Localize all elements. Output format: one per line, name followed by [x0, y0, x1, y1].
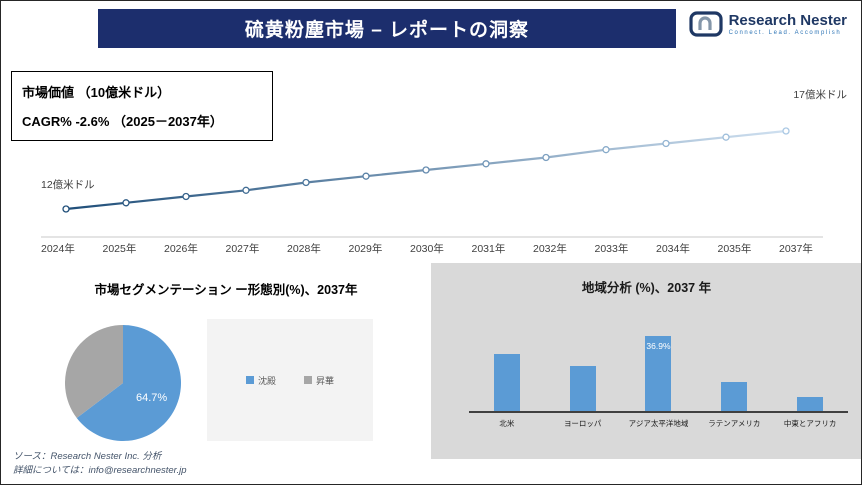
- bar-col: [469, 299, 545, 411]
- source-line: ソース：Research Nester Inc. 分析: [13, 451, 162, 462]
- bar-col: [545, 299, 621, 411]
- bar-category-label: 北米: [499, 419, 515, 428]
- contact-line: 詳細については：info@researchnester.jp: [13, 465, 187, 476]
- x-axis-label: 2025年: [102, 243, 137, 255]
- x-axis-label: 2034年: [656, 243, 690, 255]
- cagr-label: CAGR% -2.6% （2025－2037年）: [22, 114, 223, 129]
- end-value-annotation: 17億米ドル: [793, 89, 847, 101]
- pie-data-label: 64.7%: [136, 392, 167, 404]
- legend-swatch-sublimed: [304, 376, 312, 384]
- data-point-2029年: [362, 172, 370, 180]
- segmentation-pie-chart: 64.7%: [65, 325, 182, 441]
- page-title: 硫黄粉塵市場 – レポートの洞察: [244, 20, 530, 41]
- segmentation-title: 市場セグメンテーション ー形態別(%)、2037年: [94, 283, 358, 297]
- bar-中東とアフリカ: [797, 397, 824, 411]
- x-axis-label: 2035年: [717, 243, 752, 255]
- research-nester-logo: Research Nester Connect. Lead. Accomplis…: [688, 11, 847, 37]
- legend-item-sublimed: 昇華: [304, 374, 334, 387]
- x-axis-label: 2032年: [533, 243, 567, 255]
- logo-tagline: Connect. Lead. Accomplish: [728, 29, 842, 36]
- x-axis-label: 2033年: [594, 243, 629, 255]
- x-axis-label: 2024年: [41, 243, 75, 255]
- bar-category-label: 中東とアフリカ: [783, 419, 837, 428]
- bar-axis-line: [469, 411, 848, 413]
- data-point-2026年: [182, 192, 190, 201]
- bar-data-label: 36.9%: [646, 341, 671, 351]
- data-point-2027年: [242, 186, 250, 194]
- bar-categories: 北米 ヨーロッパ アジア太平洋地域 ラテンアメリカ 中東とアフリカ: [469, 413, 848, 429]
- market-trend-line-chart: [41, 127, 823, 238]
- regional-analysis-panel: 地域分析 (%)、2037 年 36.9% 北米 ヨーロッパ アジア太平洋地域 ラテン…: [431, 263, 861, 459]
- x-axis-label: 2027年: [225, 243, 260, 255]
- data-point-2035年: [722, 133, 730, 141]
- data-point-2037年: [782, 127, 790, 135]
- bar-アジア太平洋地域: 36.9%: [645, 336, 672, 411]
- source-note: ソース：Research Nester Inc. 分析 詳細については：info…: [13, 450, 187, 478]
- bar-col: 36.9%: [621, 299, 697, 411]
- bar-ヨーロッパ: [569, 366, 596, 411]
- legend-label-sublimed: 昇華: [316, 375, 335, 386]
- pie-slice-沈殿: [76, 325, 182, 441]
- bar-ラテンアメリカ: [721, 382, 748, 411]
- research-nester-logo-icon: [688, 11, 723, 37]
- line-x-axis: 2024年 2025年 2026年 2027年 2028年 2029年 2030年 2031年…: [41, 241, 813, 256]
- bar-category-label: ヨーロッパ: [563, 419, 602, 428]
- data-point-2028年: [302, 178, 310, 187]
- legend-swatch-precipitated: [245, 376, 254, 384]
- bar-category-label: ラテンアメリカ: [708, 419, 761, 428]
- legend-item-precipitated: 沈殿: [245, 374, 276, 387]
- market-value-info-box: 市場価値 （10億米ドル） CAGR% -2.6% （2025－2037年）: [11, 71, 273, 141]
- pie-slice-昇華: [65, 325, 123, 418]
- data-point-2024年: [62, 205, 70, 213]
- x-axis-label: 2026年: [164, 243, 198, 255]
- regional-analysis-title: 地域分析 (%)、2037 年: [581, 281, 712, 295]
- bar-北米: [493, 354, 520, 411]
- data-point-2033年: [602, 146, 610, 154]
- bar-col: [696, 299, 772, 411]
- market-value-label: 市場価値 （10億米ドル）: [22, 85, 171, 100]
- legend-label-precipitated: 沈殿: [257, 375, 276, 386]
- x-axis-label: 2030年: [410, 243, 444, 255]
- logo-text: Research Nester Connect. Lead. Accomplis…: [729, 13, 847, 36]
- title-banner: 硫黄粉塵市場 – レポートの洞察: [98, 9, 676, 48]
- logo-brand: Research Nester: [728, 11, 847, 29]
- x-axis-label: 2028年: [287, 243, 321, 255]
- x-axis-label: 2037年: [779, 243, 813, 255]
- data-point-2025年: [122, 199, 130, 207]
- bar-series: 36.9%: [469, 299, 848, 411]
- x-axis-label: 2029年: [348, 243, 383, 255]
- regional-bar-chart: 36.9% 北米 ヨーロッパ アジア太平洋地域 ラテンアメリカ 中東とアフリカ: [469, 299, 848, 429]
- pie-legend: 沈殿 昇華: [207, 319, 373, 441]
- x-axis-label: 2031年: [471, 243, 506, 255]
- start-value-annotation: 12億米ドル: [41, 179, 95, 191]
- bar-col: [772, 299, 848, 411]
- data-point-2032年: [542, 153, 550, 162]
- data-point-2030年: [422, 166, 430, 174]
- data-point-2034年: [662, 139, 670, 148]
- data-point-2031年: [482, 160, 490, 168]
- bar-category-label: アジア太平洋地域: [628, 419, 689, 428]
